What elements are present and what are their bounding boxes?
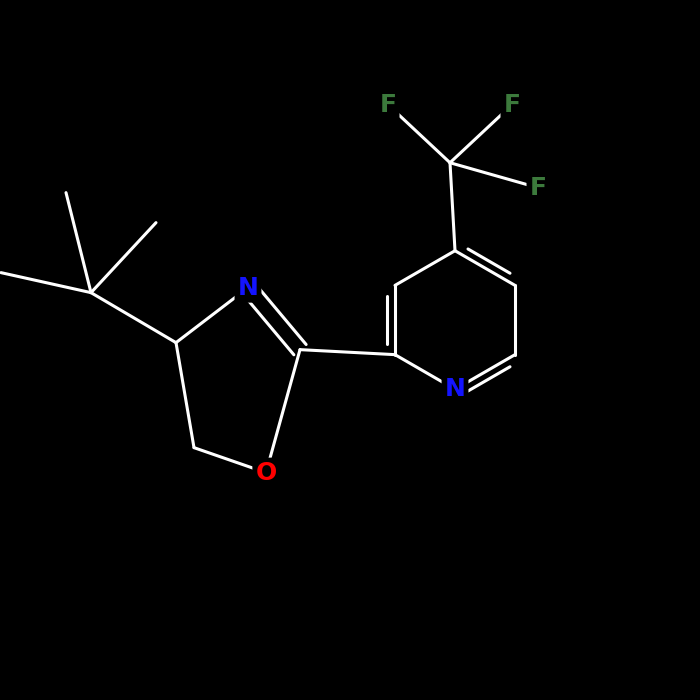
Text: O: O [256, 461, 276, 484]
Text: F: F [503, 92, 521, 117]
Text: F: F [529, 176, 547, 199]
Text: N: N [444, 377, 466, 401]
Text: N: N [237, 276, 258, 300]
Text: F: F [379, 92, 396, 117]
